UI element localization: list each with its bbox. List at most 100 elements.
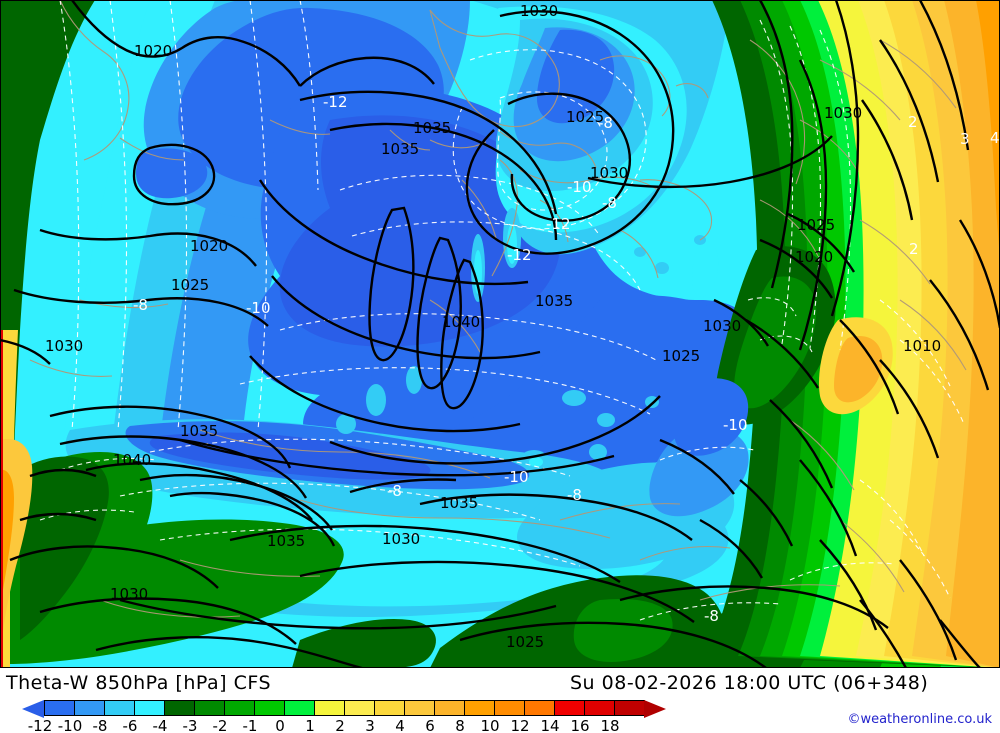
- colorbar-band: [224, 700, 255, 716]
- colorbar-tick: -2: [212, 717, 228, 733]
- isobar-label: 1040: [113, 451, 151, 469]
- isobar-label: 1030: [520, 2, 558, 20]
- fill-green-bottom-left2: [292, 618, 436, 668]
- theta-labels: -12 -10 -12 -12 -8 -8 -10 -8 -10 -10 -8 -8 -8 2 2 3 4: [133, 93, 1000, 625]
- colorbar-tick: 2: [335, 717, 345, 733]
- map-graphic: 1020102010201020102510251030103010301030…: [0, 0, 1000, 668]
- fill-orange-patch-right: [834, 336, 883, 403]
- theta-w-label: -12: [507, 246, 532, 264]
- colorbar-band: [524, 700, 555, 716]
- colorbar-band: [284, 700, 315, 716]
- colorbar-band: [584, 700, 615, 716]
- theta-w-label: 2: [909, 240, 919, 258]
- colorbar-tick: -3: [182, 717, 198, 733]
- fill-left-edge-red: [0, 330, 3, 668]
- theta-w-label: 3: [960, 130, 970, 148]
- theta-w-label: 4: [990, 129, 1000, 147]
- fill-cyan-strip-right: [692, 239, 719, 297]
- theta-w-label: -10: [504, 468, 529, 486]
- colorbar-tick: -6: [122, 717, 138, 733]
- theta-w-label: -10: [567, 178, 592, 196]
- colorbar-band: [134, 700, 165, 716]
- theta-w-label: -8: [598, 114, 613, 132]
- fill-green-dark-left: [0, 0, 95, 560]
- colorbar-tick: -8: [92, 717, 108, 733]
- theta-w-label: -8: [567, 486, 582, 504]
- isobar-label: 1020: [190, 237, 228, 255]
- isobar-label: 1040: [442, 313, 480, 331]
- colorbar-band: [404, 700, 435, 716]
- isobar-label: 1020: [795, 248, 833, 266]
- isobar-label: 1030: [824, 104, 862, 122]
- colorbar-band: [434, 700, 465, 716]
- colorbar-overflow-arrow: [644, 700, 666, 718]
- fill-lightblue-ul: [110, 0, 300, 460]
- colorbar-tick: 18: [600, 717, 620, 733]
- fill-closed-low-cell: [136, 148, 208, 199]
- colorbar-band: [164, 700, 195, 716]
- colorbar-tick: 10: [480, 717, 500, 733]
- colorbar-tick: -4: [152, 717, 168, 733]
- coastlines: [29, 0, 967, 618]
- isobars: [0, 0, 1000, 668]
- colorbar-tick: 0: [275, 717, 285, 733]
- theta-contours: [39, 0, 965, 621]
- fill-orange-right-1: [944, 0, 1000, 668]
- isobar-label: 1030: [703, 317, 741, 335]
- colorbar-band: [74, 700, 105, 716]
- isobar-label: 1035: [180, 422, 218, 440]
- colorbar-band: [314, 700, 345, 716]
- isobar-label: 1030: [382, 530, 420, 548]
- isobar-label: 1035: [535, 292, 573, 310]
- colorbar-band: [44, 700, 75, 716]
- colorbar-band: [554, 700, 585, 716]
- colorbar-tick: -10: [57, 717, 83, 733]
- isobar-label: 1020: [134, 42, 172, 60]
- colorbar-band: [614, 700, 645, 716]
- theta-w-label: -8: [387, 482, 402, 500]
- theta-w-label: -10: [246, 299, 271, 317]
- colorbar-tick: 1: [305, 717, 315, 733]
- isobar-label: 1025: [662, 347, 700, 365]
- theta-w-label: -10: [723, 416, 748, 434]
- isobar-label: 1025: [566, 108, 604, 126]
- colorbar-tick: -1: [242, 717, 258, 733]
- colorbar-tick: 12: [510, 717, 530, 733]
- page-title: Theta-W 850hPa [hPa] CFS: [6, 672, 272, 694]
- colorbar-tick: -12: [27, 717, 53, 733]
- fill-orange-right-2: [976, 0, 1000, 260]
- isobar-label: 1035: [413, 119, 451, 137]
- isobar-label: 1030: [590, 164, 628, 182]
- copyright-notice: ©weatheronline.co.uk: [847, 712, 992, 727]
- colorbar-band: [464, 700, 495, 716]
- colorbar-tick: 6: [425, 717, 435, 733]
- colorbar-tick: 16: [570, 717, 590, 733]
- fill-green-blob-right-2: [734, 276, 817, 409]
- theta-w-label: -12: [546, 215, 571, 233]
- colorbar[interactable]: [22, 700, 666, 718]
- forecast-datetime: Su 08-02-2026 18:00 UTC (06+348): [570, 672, 929, 694]
- isobar-label: 1030: [45, 337, 83, 355]
- colorbar-band: [104, 700, 135, 716]
- isobar-label: 1025: [506, 633, 544, 651]
- colorbar-tick: 8: [455, 717, 465, 733]
- fill-deepblue-lowerright: [674, 378, 749, 456]
- isobar-label: 1035: [381, 140, 419, 158]
- fill-blue-lowerright: [649, 428, 749, 517]
- colorbar-band: [374, 700, 405, 716]
- fill-green-bottom-mid: [573, 598, 673, 662]
- colorbar-band: [344, 700, 375, 716]
- isobar-label: 1025: [797, 216, 835, 234]
- isobar-label: 1035: [267, 532, 305, 550]
- colorbar-band: [194, 700, 225, 716]
- isobar-label: 1035: [440, 494, 478, 512]
- colorbar-underflow-arrow: [22, 700, 44, 718]
- colorbar-band: [254, 700, 285, 716]
- colorbar-tick-labels: -12 -10 -8 -6 -4 -3 -2 -1 0 1 2 3 4 6 8 10 12 14 16 18: [22, 717, 722, 733]
- isobar-label: 1030: [110, 585, 148, 603]
- fill-deepblue-core-2: [279, 115, 562, 347]
- colorbar-band: [494, 700, 525, 716]
- theta-w-label: -8: [133, 296, 148, 314]
- weather-map-canvas[interactable]: 1020102010201020102510251030103010301030…: [0, 0, 1000, 668]
